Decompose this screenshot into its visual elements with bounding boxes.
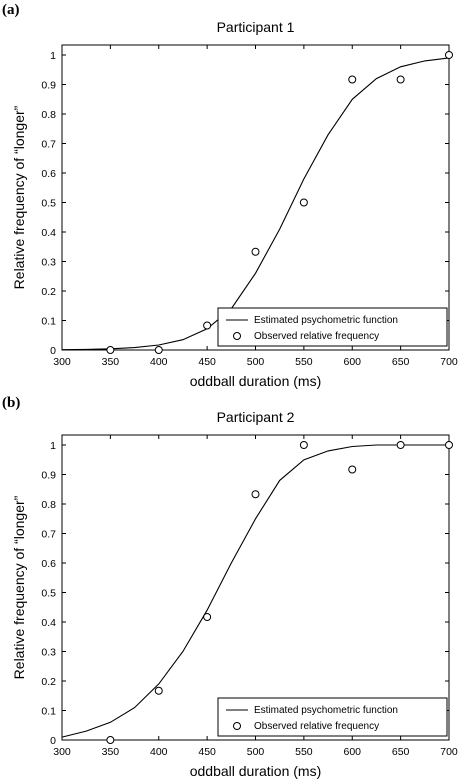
c1-y-tick-label: 0.2	[41, 286, 56, 298]
c1-observed-point	[299, 198, 308, 207]
c1-y-tick-label: 0.1	[41, 316, 56, 328]
c2-x-tick-label: 700	[440, 746, 458, 758]
c2-x-tick-label: 400	[150, 746, 168, 758]
c2-observed-point	[251, 490, 260, 499]
c2-y-axis-label: Relative frequency of “longer”	[11, 495, 27, 679]
c2-observed-point	[445, 441, 453, 449]
c1-x-tick-label: 500	[247, 356, 265, 368]
c2-title: Participant 2	[217, 409, 295, 425]
c1-y-tick-label: 0.7	[41, 139, 56, 151]
chart-participant-1: Participant 1 300 350 400 450 500 550 600 650 700…	[11, 19, 458, 389]
c2-y-tick-label: 0.7	[41, 529, 56, 541]
c2-x-tick-label: 550	[295, 746, 313, 758]
c1-y-tick-label: 0.9	[41, 80, 56, 92]
c1-legend-box	[217, 307, 448, 347]
c2-plot-frame	[61, 434, 450, 741]
c1-x-tick-label: 400	[150, 356, 168, 368]
c2-y-tick-label: 0.5	[41, 588, 56, 600]
c2-x-tick-label: 650	[392, 746, 410, 758]
c1-observed-point	[445, 51, 453, 59]
c1-x-tick-label: 300	[53, 356, 71, 368]
c1-x-tick-label: 650	[392, 356, 410, 368]
c1-x-axis-label: oddball duration (ms)	[190, 373, 322, 389]
c1-observed-point	[251, 247, 260, 256]
c2-legend-label-observed: Observed relative frequency	[254, 721, 379, 732]
c2-x-tick-label: 450	[198, 746, 216, 758]
c1-psychometric-curve	[61, 57, 450, 351]
c1-y-tick-label: 0.6	[41, 168, 56, 180]
c1-legend-label-curve: Estimated psychometric function	[254, 315, 398, 326]
chart-participant-2: Participant 2 300 350 400 450 500 550 600 650 700…	[11, 409, 458, 779]
c2-y-tick-label: 0.3	[41, 647, 56, 659]
panel-label-b: (b)	[2, 395, 21, 411]
c2-legend-label-curve: Estimated psychometric function	[254, 705, 398, 716]
c2-observed-point	[299, 441, 308, 449]
c2-x-tick-label: 600	[343, 746, 361, 758]
c1-observed-point	[396, 75, 405, 84]
c1-x-tick-label: 700	[440, 356, 458, 368]
c1-y-tick-label: 0	[50, 345, 56, 357]
c1-y-axis-label: Relative frequency of “longer”	[11, 105, 27, 289]
c2-y-tick-label: 1	[50, 440, 56, 452]
c1-legend-marker-swatch	[233, 332, 241, 340]
c2-observed-point	[154, 686, 163, 695]
c2-y-tick-label: 0.2	[41, 676, 56, 688]
c2-psychometric-curve	[61, 444, 449, 738]
c2-observed-point	[396, 441, 405, 449]
c2-y-tick-label: 0.4	[41, 617, 56, 629]
c1-observed-point	[348, 75, 357, 84]
c2-x-tick-label: 350	[102, 746, 120, 758]
c1-y-tick-label: 0.8	[41, 109, 56, 121]
c1-observed-point	[203, 321, 212, 330]
panel-label-a: (a)	[2, 2, 20, 18]
c1-legend-label-observed: Observed relative frequency	[254, 331, 379, 342]
c2-y-tick-label: 0.9	[41, 470, 56, 482]
c2-observed-point	[348, 465, 357, 474]
c2-y-tick-label: 0.1	[41, 706, 56, 718]
c2-y-tick-label: 0.8	[41, 499, 56, 511]
c2-x-axis-label: oddball duration (ms)	[190, 763, 322, 779]
c1-observed-point	[106, 346, 115, 354]
c1-x-tick-label: 600	[343, 356, 361, 368]
c1-x-tick-label: 350	[102, 356, 120, 368]
c1-x-tick-label: 450	[198, 356, 216, 368]
c2-x-tick-label: 500	[247, 746, 265, 758]
c2-legend-marker-swatch	[233, 722, 241, 730]
c1-y-tick-label: 1	[50, 50, 56, 62]
c2-x-tick-label: 300	[53, 746, 71, 758]
c1-y-tick-label: 0.3	[41, 257, 56, 269]
c2-y-tick-label: 0	[50, 735, 56, 747]
c1-observed-point	[154, 346, 163, 354]
c2-y-tick-label: 0.6	[41, 558, 56, 570]
c1-x-tick-label: 550	[295, 356, 313, 368]
c2-observed-point	[203, 612, 212, 621]
c1-plot-frame	[61, 44, 450, 351]
c1-y-tick-label: 0.5	[41, 198, 56, 210]
c1-y-tick-label: 0.4	[41, 227, 56, 239]
c2-observed-point	[106, 736, 115, 744]
c2-legend-box	[217, 697, 448, 737]
c1-title: Participant 1	[217, 19, 295, 35]
